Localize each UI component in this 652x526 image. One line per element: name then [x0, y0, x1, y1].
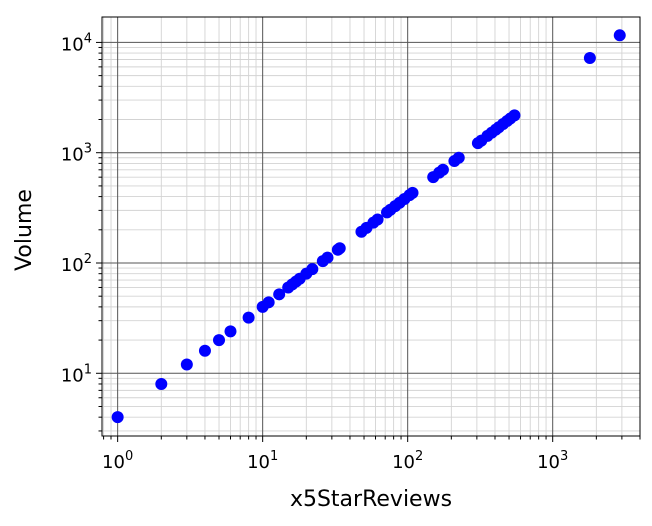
- data-point: [180, 358, 193, 371]
- y-tick-label: 102: [61, 252, 92, 276]
- data-point: [583, 52, 596, 65]
- x-tick-label: 102: [392, 449, 423, 473]
- data-point: [406, 186, 419, 199]
- data-point: [198, 344, 211, 357]
- tick-labels: 100 101 102 103 101 102 103 104: [61, 31, 568, 473]
- y-tick-label: 104: [61, 31, 92, 55]
- data-points: [111, 29, 626, 424]
- data-point: [111, 411, 124, 424]
- x-tick-label: 103: [537, 449, 568, 473]
- data-point: [155, 377, 168, 390]
- data-point: [321, 251, 334, 264]
- data-point: [242, 311, 255, 324]
- data-point: [224, 325, 237, 338]
- x-tick-label: 100: [102, 449, 133, 473]
- data-point: [436, 163, 449, 176]
- x-tick-label: 101: [247, 449, 278, 473]
- major-grid: [102, 17, 640, 436]
- data-point: [273, 288, 286, 301]
- data-point: [213, 334, 226, 347]
- y-tick-label: 103: [61, 142, 92, 166]
- data-point: [306, 263, 319, 276]
- data-point: [333, 242, 346, 255]
- data-point: [371, 213, 384, 226]
- y-axis-label: Volume: [12, 189, 37, 271]
- x-axis-label: x5StarReviews: [290, 487, 452, 512]
- data-point: [508, 109, 521, 122]
- data-point: [262, 296, 275, 309]
- data-point: [452, 151, 465, 164]
- minor-grid: [102, 17, 641, 436]
- y-tick-label: 101: [61, 362, 92, 386]
- plot-frame: [101, 16, 641, 437]
- data-point: [613, 29, 626, 42]
- axis-ticks: [96, 41, 641, 442]
